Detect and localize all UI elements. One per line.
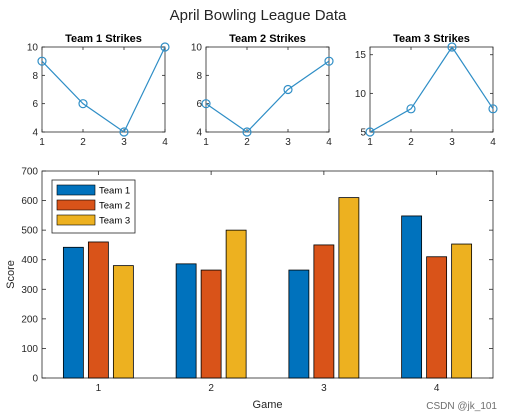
bar (288, 269, 310, 379)
y-tick-label: 4 (32, 128, 38, 139)
x-tick-label: 3 (285, 137, 291, 148)
y-tick-label: 500 (21, 226, 38, 237)
series-line (41, 46, 166, 133)
y-tick-label: 700 (21, 167, 38, 178)
line-plot-2: Team 2 Strikes 1 2 3 4 4 6 8 10 (191, 33, 334, 148)
data-point (447, 42, 457, 52)
bar-chart: 0 100 200 300 400 500 600 700 1 2 3 4 Game Score Team … (5, 167, 494, 411)
y-tick-label: 100 (21, 344, 38, 355)
y-tick-label: 10 (355, 89, 367, 100)
bar (175, 263, 197, 379)
data-point (37, 56, 47, 66)
legend-label: Team 1 (99, 186, 130, 197)
legend-swatch (56, 199, 96, 211)
x-tick-label: 3 (121, 137, 127, 148)
x-tick-label: 3 (449, 137, 455, 148)
legend-label: Team 3 (99, 216, 130, 227)
data-point (78, 99, 88, 109)
plot-title: Team 2 Strikes (229, 33, 306, 45)
bar (451, 243, 473, 379)
data-point (283, 84, 293, 95)
x-tick-label: 4 (490, 137, 496, 148)
data-point (406, 104, 416, 114)
line-plot-1: Team 1 Strikes 1 2 3 4 4 6 8 10 (27, 33, 170, 148)
y-tick-label: 8 (196, 71, 202, 82)
y-tick-label: 400 (21, 255, 38, 266)
legend-label: Team 2 (99, 201, 130, 212)
plot-frame (41, 46, 166, 133)
bar (200, 269, 222, 379)
x-tick-label: 1 (96, 383, 102, 394)
y-tick-label: 10 (27, 43, 39, 54)
y-tick-label: 15 (355, 50, 367, 61)
bar (62, 246, 84, 379)
data-point (201, 99, 211, 109)
legend-swatch (56, 214, 96, 226)
bar (426, 256, 448, 379)
data-point (324, 56, 334, 66)
bar (112, 265, 134, 379)
x-tick-label: 3 (321, 383, 327, 394)
x-tick-label: 4 (434, 383, 440, 394)
bar (338, 197, 360, 379)
plot-frame (205, 46, 330, 133)
data-point (160, 42, 170, 52)
x-tick-label: 2 (80, 137, 86, 148)
bar (87, 241, 109, 379)
plot-title: Team 3 Strikes (393, 33, 470, 45)
legend: Team 1 Team 2 Team 3 (51, 179, 136, 234)
y-tick-label: 300 (21, 285, 38, 296)
bar (401, 215, 423, 379)
y-tick-label: 200 (21, 314, 38, 325)
plot-title: Team 1 Strikes (65, 33, 142, 45)
x-tick-label: 2 (208, 383, 214, 394)
x-tick-label: 4 (162, 137, 168, 148)
x-axis-label: Game (253, 399, 283, 411)
x-tick-label: 1 (367, 137, 373, 148)
y-tick-label: 6 (196, 99, 202, 110)
y-tick-label: 8 (32, 71, 38, 82)
figure-title: April Bowling League Data (170, 7, 347, 24)
x-tick-label: 1 (39, 137, 45, 148)
y-tick-label: 5 (360, 128, 366, 139)
legend-swatch (56, 184, 96, 196)
y-tick-label: 0 (32, 374, 38, 385)
y-tick-label: 10 (191, 43, 203, 54)
x-tick-label: 2 (244, 137, 250, 148)
watermark: CSDN @jk_101 (426, 401, 497, 412)
y-tick-label: 6 (32, 99, 38, 110)
line-plot-3: Team 3 Strikes 1 2 3 4 5 10 15 (355, 33, 498, 148)
y-tick-label: 600 (21, 196, 38, 207)
bar (313, 244, 335, 379)
series-line (205, 60, 330, 133)
data-point (242, 127, 252, 137)
data-point (119, 127, 129, 137)
data-point (365, 127, 375, 137)
series-line (369, 45, 494, 133)
x-tick-label: 2 (408, 137, 414, 148)
plot-frame (369, 46, 494, 133)
y-axis-label: Score (5, 260, 17, 289)
x-tick-label: 1 (203, 137, 209, 148)
y-tick-label: 4 (196, 128, 202, 139)
bar (225, 229, 247, 379)
x-tick-label: 4 (326, 137, 332, 148)
data-point (488, 104, 498, 114)
